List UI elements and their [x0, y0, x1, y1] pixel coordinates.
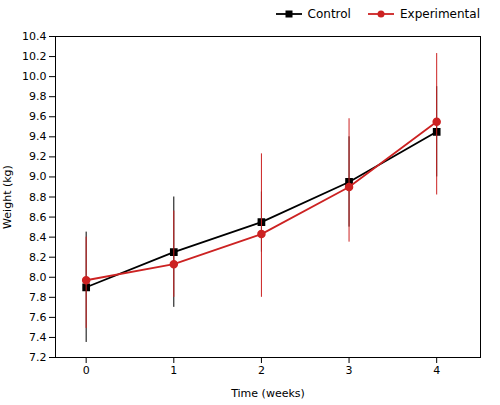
svg-text:7.6: 7.6: [29, 311, 47, 324]
svg-text:9.0: 9.0: [29, 170, 47, 183]
svg-text:3: 3: [346, 364, 353, 377]
svg-text:Time (weeks): Time (weeks): [230, 387, 305, 400]
svg-text:8.8: 8.8: [29, 191, 47, 204]
svg-text:9.8: 9.8: [29, 90, 47, 103]
svg-text:7.4: 7.4: [29, 331, 47, 344]
svg-text:7.2: 7.2: [29, 351, 47, 364]
svg-text:9.2: 9.2: [29, 150, 47, 163]
svg-text:8.2: 8.2: [29, 251, 47, 264]
svg-text:10.0: 10.0: [22, 70, 47, 83]
svg-text:0: 0: [83, 364, 90, 377]
svg-text:9.4: 9.4: [29, 130, 47, 143]
svg-text:8.4: 8.4: [29, 231, 47, 244]
svg-text:8.6: 8.6: [29, 211, 47, 224]
html-text:Control: Control: [307, 7, 351, 21]
html-text:Experimental: Experimental: [400, 7, 480, 21]
svg-text:4: 4: [433, 364, 440, 377]
svg-text:2: 2: [258, 364, 265, 377]
svg-text:10.2: 10.2: [22, 50, 47, 63]
svg-text:7.8: 7.8: [29, 291, 47, 304]
svg-text:1: 1: [170, 364, 177, 377]
svg-text:9.6: 9.6: [29, 110, 47, 123]
svg-text:10.4: 10.4: [22, 30, 47, 43]
svg-text:8.0: 8.0: [29, 271, 47, 284]
svg-text:Weight (kg): Weight (kg): [1, 165, 14, 229]
